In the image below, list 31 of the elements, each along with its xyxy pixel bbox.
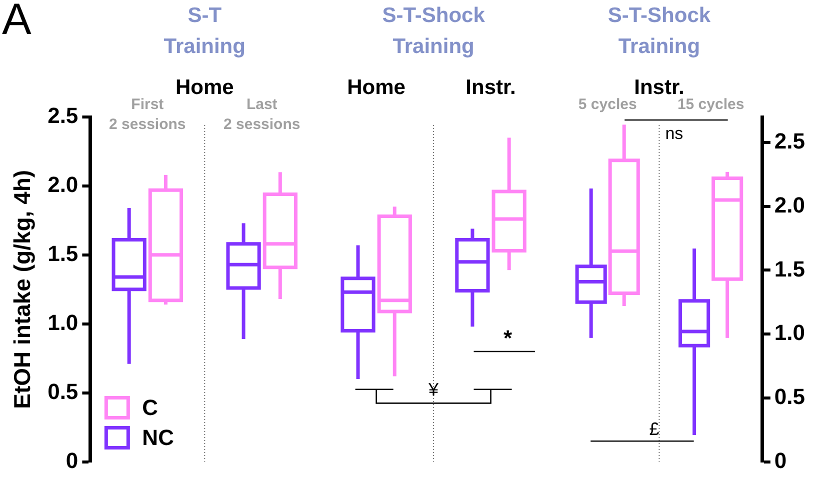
y-tick-label: 2.0 <box>48 172 78 198</box>
bracket: ns <box>624 119 728 143</box>
x-tick-label: First 2 sessions <box>109 96 186 134</box>
legend-label: C <box>142 394 158 420</box>
annotation: * <box>503 325 512 350</box>
y-tick-label: 2.5 <box>48 103 78 128</box>
annotation: ns <box>665 124 684 143</box>
y-axis-title: EtOH intake (g/kg, 4h) <box>9 170 36 409</box>
y2-tick-label: 0 <box>774 448 787 473</box>
bracket: * <box>474 325 535 352</box>
text: A <box>2 0 32 44</box>
y-tick-label: 1.0 <box>48 310 78 335</box>
text: S-T Training <box>164 4 246 58</box>
y-tick-label: 0.5 <box>48 378 78 404</box>
y-tick-label: 1.5 <box>48 240 78 266</box>
text: S-T-Shock Training <box>382 4 486 58</box>
y-tick-label: 0 <box>66 448 78 473</box>
x-tick-label: 5 cycles <box>578 96 637 114</box>
y2-tick-label: 1.5 <box>774 256 806 282</box>
text: S-T-Shock Training <box>608 4 711 58</box>
bracket: £ <box>590 419 694 442</box>
annotation: £ <box>649 419 660 440</box>
y2-tick-label: 0.5 <box>774 384 806 410</box>
y2-tick-label: 2.0 <box>774 192 806 218</box>
y2-tick-label: 1.0 <box>774 320 806 346</box>
y2-tick-label: 2.5 <box>774 128 806 154</box>
legend-label: NC <box>142 424 174 450</box>
bracket: ¥ <box>354 379 512 404</box>
x-tick-label: Last 2 sessions <box>224 96 300 134</box>
x-tick-label: 15 cycles <box>677 96 744 114</box>
annotation: ¥ <box>428 379 440 400</box>
